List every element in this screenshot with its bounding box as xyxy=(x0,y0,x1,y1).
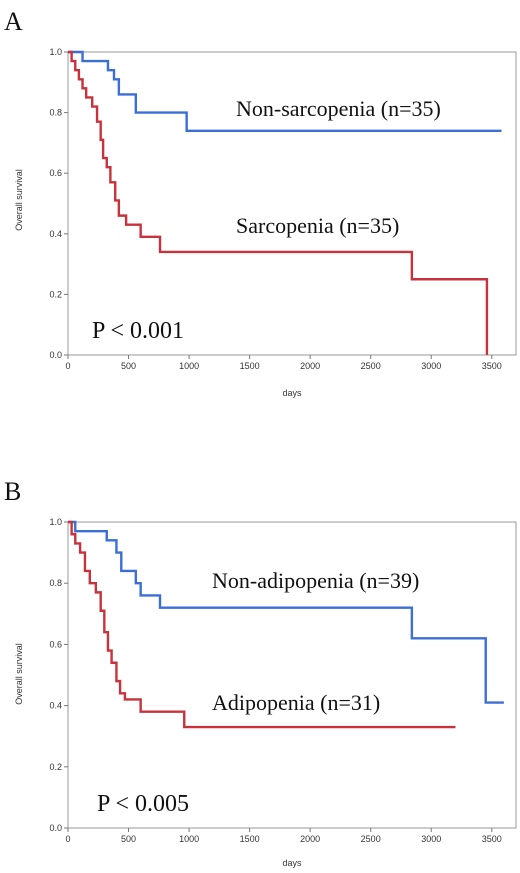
panel-b-frame xyxy=(67,521,517,829)
panel-a-annotation-red: Sarcopenia (n=35) xyxy=(236,213,399,238)
panel-a-series-red-line xyxy=(68,50,489,355)
panel-a-plot-area: 0 500 1000 1500 2000 2500 3000 3500 0.0 0.2 0.4 0.6… xyxy=(49,47,517,371)
panel-a-annotation-blue: Non-sarcopenia (n=35) xyxy=(236,96,441,121)
panel-a-frame xyxy=(67,51,517,356)
panel-a-x-tick-label: 1000 xyxy=(179,361,199,371)
panel-b-x-tick-label: 3500 xyxy=(482,834,502,844)
panel-b-x-tick-label: 3000 xyxy=(421,834,441,844)
panel-a-y-tick-label: 0.2 xyxy=(49,289,62,299)
panel-a-y-tick-label: 0.0 xyxy=(49,350,62,360)
panel-b-series-blue-line xyxy=(68,520,504,704)
panel-a-y-tick-label: 0.8 xyxy=(49,108,62,118)
panel-a-x-tick-label: 3500 xyxy=(482,361,502,371)
panel-b-y-tick-label: 0.4 xyxy=(49,701,62,711)
panel-a-pvalue: P < 0.001 xyxy=(92,318,184,344)
panel-a-y-axis-title: Overall survival xyxy=(14,169,24,231)
panel-a-x-tick-label: 1500 xyxy=(240,361,260,371)
panel-b: B 0 500 1000 1500 2000 2500 3000 35000.00.20.40… xyxy=(4,477,517,868)
panel-a: A 0 500 1000 1500 2000 2500 3000 35000.00.20.40… xyxy=(4,7,517,398)
panel-b-y-tick-label: 1.0 xyxy=(49,517,62,527)
panel-a-letter: A xyxy=(4,7,23,36)
panel-b-x-tick-label: 1000 xyxy=(179,834,199,844)
panel-a-y-tick-label: 1.0 xyxy=(49,47,62,57)
panel-b-x-axis-title: days xyxy=(282,858,302,868)
panel-b-x-tick-label: 1500 xyxy=(240,834,260,844)
panel-b-x-tick-label: 0 xyxy=(65,834,70,844)
panel-a-x-tick-label: 3000 xyxy=(421,361,441,371)
panel-b-series-red-line xyxy=(68,520,456,729)
panel-b-x-tick-label: 2000 xyxy=(300,834,320,844)
panel-b-annotation-red: Adipopenia (n=31) xyxy=(212,690,380,715)
panel-a-x-axis-title: days xyxy=(282,388,302,398)
panel-a-x-tick-label: 0 xyxy=(65,361,70,371)
panel-b-x-tick-label: 2500 xyxy=(361,834,381,844)
panel-a-x-tick-label: 500 xyxy=(121,361,136,371)
panel-b-plot-area: 0 500 1000 1500 2000 2500 3000 3500 0.0 0.2 0.4 0.6… xyxy=(49,517,517,844)
panel-b-y-tick-label: 0.0 xyxy=(49,823,62,833)
panel-a-y-tick-label: 0.6 xyxy=(49,168,62,178)
panel-a-x-tick-label: 2500 xyxy=(361,361,381,371)
panel-b-y-axis-title: Overall survival xyxy=(14,643,24,705)
panel-b-annotation-blue: Non-adipopenia (n=39) xyxy=(212,568,419,593)
panel-b-y-tick-label: 0.2 xyxy=(49,762,62,772)
panel-b-y-tick-label: 0.8 xyxy=(49,578,62,588)
panel-b-pvalue: P < 0.005 xyxy=(97,791,189,817)
panel-b-y-tick-label: 0.6 xyxy=(49,639,62,649)
panel-a-x-tick-label: 2000 xyxy=(300,361,320,371)
panel-a-series-blue-line xyxy=(68,50,502,132)
panel-b-x-tick-label: 500 xyxy=(121,834,136,844)
panel-b-letter: B xyxy=(4,477,21,506)
panel-a-y-tick-label: 0.4 xyxy=(49,229,62,239)
